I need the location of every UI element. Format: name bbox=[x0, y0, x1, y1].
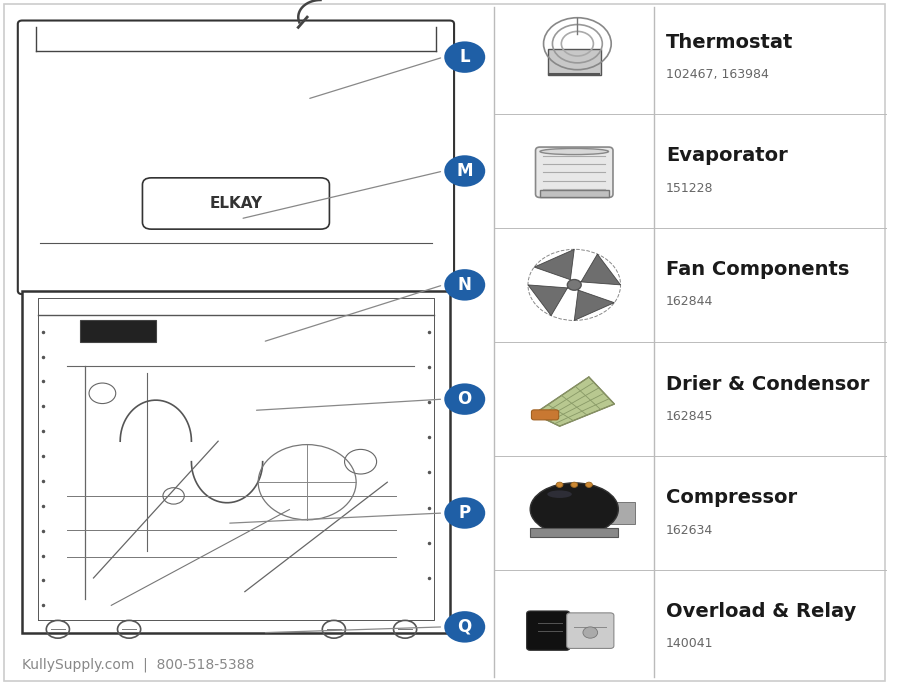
Ellipse shape bbox=[530, 483, 619, 536]
Text: Compressor: Compressor bbox=[666, 488, 797, 508]
Text: 162845: 162845 bbox=[666, 410, 714, 423]
Text: 151228: 151228 bbox=[666, 181, 714, 195]
Text: M: M bbox=[457, 162, 473, 180]
Circle shape bbox=[583, 627, 597, 638]
Ellipse shape bbox=[540, 148, 608, 155]
Text: P: P bbox=[458, 504, 471, 522]
Circle shape bbox=[567, 280, 581, 290]
Circle shape bbox=[586, 482, 592, 488]
Circle shape bbox=[571, 482, 577, 488]
FancyBboxPatch shape bbox=[535, 147, 613, 198]
Polygon shape bbox=[572, 254, 620, 289]
FancyBboxPatch shape bbox=[611, 502, 636, 524]
Circle shape bbox=[445, 155, 485, 187]
Text: Q: Q bbox=[458, 618, 472, 636]
FancyBboxPatch shape bbox=[22, 291, 449, 633]
Circle shape bbox=[556, 482, 563, 488]
Polygon shape bbox=[534, 250, 579, 287]
FancyBboxPatch shape bbox=[527, 611, 570, 650]
Text: Thermostat: Thermostat bbox=[666, 33, 793, 51]
Text: L: L bbox=[459, 48, 470, 66]
FancyBboxPatch shape bbox=[540, 190, 608, 197]
Text: Evaporator: Evaporator bbox=[666, 146, 788, 166]
Circle shape bbox=[445, 611, 485, 643]
Ellipse shape bbox=[547, 490, 572, 498]
FancyBboxPatch shape bbox=[530, 528, 619, 538]
FancyBboxPatch shape bbox=[17, 21, 454, 294]
Text: ELKAY: ELKAY bbox=[210, 196, 263, 211]
Text: KULLY
SUPPLY: KULLY SUPPLY bbox=[165, 389, 317, 460]
FancyBboxPatch shape bbox=[81, 320, 156, 342]
FancyBboxPatch shape bbox=[547, 49, 601, 75]
Text: 140041: 140041 bbox=[666, 637, 714, 650]
Text: N: N bbox=[458, 276, 472, 294]
FancyBboxPatch shape bbox=[143, 178, 329, 229]
Text: Overload & Relay: Overload & Relay bbox=[666, 603, 856, 621]
Polygon shape bbox=[528, 281, 577, 316]
Text: Drier & Condensor: Drier & Condensor bbox=[666, 375, 869, 393]
Polygon shape bbox=[569, 282, 614, 320]
Text: Fan Components: Fan Components bbox=[666, 261, 849, 279]
Polygon shape bbox=[534, 377, 614, 426]
Circle shape bbox=[445, 497, 485, 529]
Circle shape bbox=[445, 384, 485, 415]
FancyBboxPatch shape bbox=[532, 410, 559, 420]
FancyBboxPatch shape bbox=[566, 613, 614, 648]
Circle shape bbox=[445, 269, 485, 300]
Text: O: O bbox=[458, 390, 472, 408]
Text: 102467, 163984: 102467, 163984 bbox=[666, 68, 769, 81]
Text: 162844: 162844 bbox=[666, 295, 714, 308]
Text: 162634: 162634 bbox=[666, 523, 713, 537]
Text: KullySupply.com  |  800-518-5388: KullySupply.com | 800-518-5388 bbox=[22, 657, 254, 672]
Circle shape bbox=[445, 42, 485, 73]
